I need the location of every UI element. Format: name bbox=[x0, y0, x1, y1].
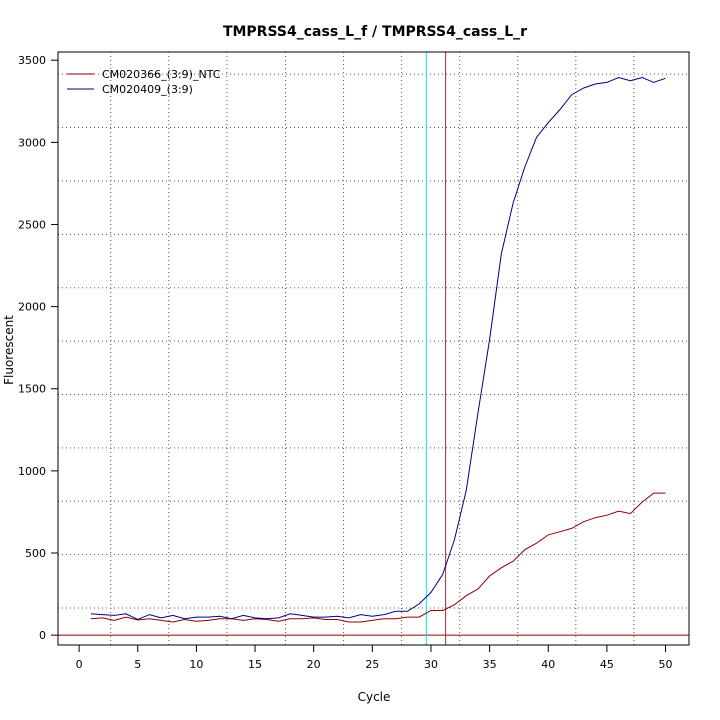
x-tick-label: 20 bbox=[307, 658, 321, 671]
plot-frame bbox=[57, 51, 690, 646]
legend-label: CM020366_(3:9)_NTC bbox=[102, 68, 221, 81]
x-tick-label: 35 bbox=[483, 658, 497, 671]
y-tick-label: 500 bbox=[25, 547, 46, 560]
x-tick-label: 25 bbox=[365, 658, 379, 671]
y-tick-label: 2000 bbox=[18, 301, 46, 314]
series-line-2 bbox=[90, 76, 666, 621]
chart-title: TMPRSS4_cass_L_f / TMPRSS4_cass_L_r bbox=[223, 24, 527, 40]
series-group bbox=[90, 76, 666, 623]
x-tick-label: 10 bbox=[189, 658, 203, 671]
x-tick-label: 5 bbox=[134, 658, 141, 671]
y-axis-label: Fluorescent bbox=[2, 315, 16, 385]
x-axis-label: Cycle bbox=[358, 690, 391, 704]
x-tick-label: 40 bbox=[541, 658, 555, 671]
y-tick-label: 1000 bbox=[18, 465, 46, 478]
y-axis: 0 500 1000 1500 2000 2500 3000 3500 bbox=[18, 54, 59, 642]
x-tick-label: 30 bbox=[424, 658, 438, 671]
y-tick-label: 0 bbox=[39, 629, 46, 642]
x-tick-label: 15 bbox=[248, 658, 262, 671]
legend-label: CM020409_(3:9) bbox=[102, 83, 193, 96]
grid bbox=[58, 52, 689, 645]
x-tick-label: 50 bbox=[659, 658, 673, 671]
x-tick-label: 0 bbox=[76, 658, 83, 671]
x-axis: 0 5 10 15 20 25 30 35 40 45 50 bbox=[76, 644, 673, 671]
y-tick-label: 3500 bbox=[18, 54, 46, 67]
y-tick-label: 2500 bbox=[18, 218, 46, 231]
legend: CM020366_(3:9)_NTC CM020409_(3:9) bbox=[67, 68, 221, 96]
y-tick-label: 3000 bbox=[18, 136, 46, 149]
series-line-1 bbox=[90, 492, 666, 623]
reference-lines bbox=[58, 52, 689, 645]
x-tick-label: 45 bbox=[600, 658, 614, 671]
y-tick-label: 1500 bbox=[18, 383, 46, 396]
